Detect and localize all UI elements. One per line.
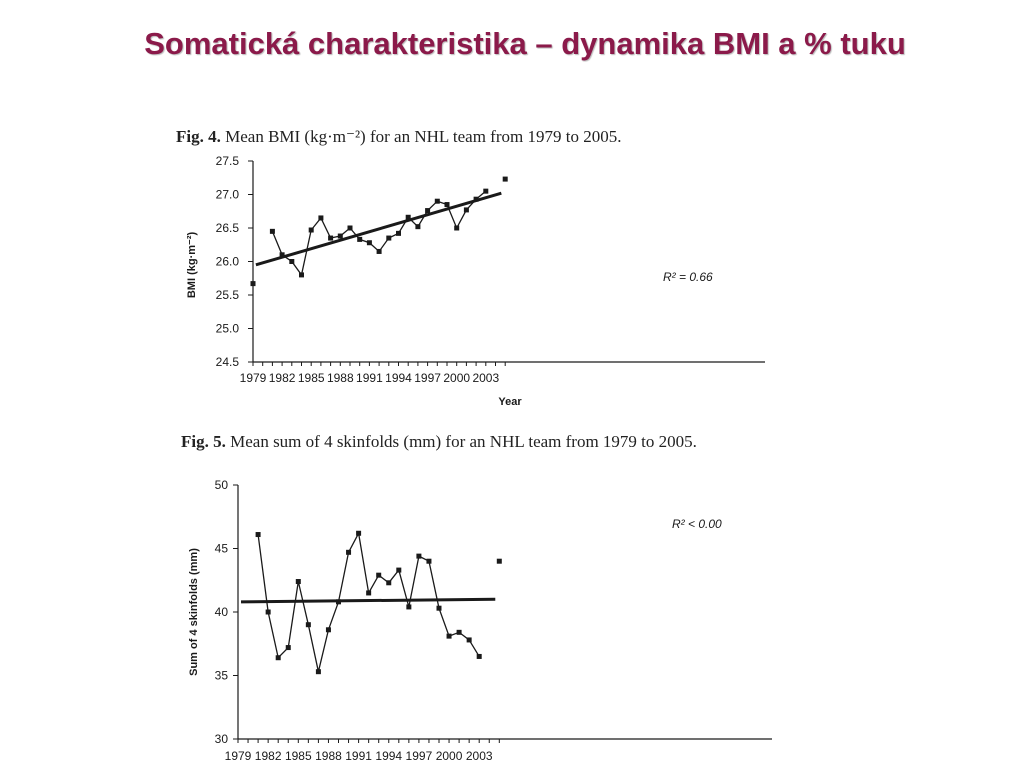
fig5-y-tick-label: 50 [215, 478, 229, 492]
fig4-data-point [434, 198, 440, 204]
fig4-data-point [473, 196, 479, 202]
fig4-x-axis-title: Year [498, 396, 522, 408]
fig4-data-point [269, 228, 275, 234]
fig4-x-tick-label: 2003 [472, 371, 499, 385]
fig4-x-tick-label: 1982 [269, 371, 296, 385]
fig5-x-tick-label: 1985 [285, 749, 312, 763]
fig5-data-point [416, 553, 422, 559]
fig4-data-point [386, 235, 392, 241]
fig4-data-point [318, 215, 324, 221]
fig5-x-tick-label: 1997 [406, 749, 433, 763]
fig5-data-point [406, 604, 412, 610]
slide-title: Somatická charakteristika – dynamika BMI… [144, 26, 906, 61]
fig5-x-tick-label: 1988 [315, 749, 342, 763]
fig4-title: Mean BMI (kg·m⁻²) for an NHL team from 1… [225, 127, 622, 146]
fig5-data-point [446, 633, 452, 639]
fig4-y-tick-label: 24.5 [216, 355, 240, 369]
fig4-data-point [463, 207, 469, 213]
fig4-data-point [347, 225, 353, 231]
fig4-isolated-point [502, 176, 508, 182]
fig5-data-point [336, 599, 341, 605]
fig5-y-tick-label: 30 [215, 732, 229, 746]
fig4-y-tick-label: 26.0 [216, 255, 240, 269]
fig5-y-tick-label: 40 [215, 605, 229, 619]
fig5-data-point [356, 530, 362, 536]
fig4-data-point [328, 235, 334, 241]
bmi-chart: BMI (kg·m⁻²) Year R² = 0.66 24.5 25.0 25.5… [186, 154, 765, 408]
fig4-y-tick-label: 27.0 [216, 188, 240, 202]
fig5-label: Fig. 5. [181, 432, 226, 451]
fig5-data-point [265, 609, 271, 615]
fig4-y-tick-label: 26.5 [216, 221, 240, 235]
fig5-isolated-point [496, 558, 502, 564]
fig5-x-tick-label: 2003 [466, 749, 493, 763]
fig4-label: Fig. 4. [176, 127, 221, 146]
fig5-data-point [285, 645, 291, 651]
fig4-data-point [454, 225, 460, 231]
fig5-x-tick-label: 1991 [345, 749, 372, 763]
fig5-data-point [426, 558, 432, 564]
fig4-data-point [289, 259, 295, 264]
fig5-data-point [305, 622, 311, 628]
fig4-data-point [483, 188, 489, 194]
fig4-x-tick-label: 1997 [414, 371, 441, 385]
fig5-data-point [346, 549, 352, 555]
fig4-data-point [405, 214, 411, 220]
fig5-data-point [456, 629, 462, 635]
fig5-title: Mean sum of 4 skinfolds (mm) for an NHL … [230, 432, 697, 451]
fig4-data-point [396, 230, 401, 236]
fig4-data-point [299, 272, 304, 278]
fig4-y-tick-label: 27.5 [216, 154, 240, 168]
fig4-x-tick-label: 2000 [443, 371, 470, 385]
fig5-data-point [315, 669, 321, 675]
fig5-y-axis-title: Sum of 4 skinfolds (mm) [188, 548, 200, 676]
fig5-data-point [396, 567, 402, 573]
fig4-x-tick-label: 1988 [327, 371, 354, 385]
fig5-r2-annotation: R² < 0.00 [672, 517, 722, 531]
fig4-x-tick-label: 1979 [240, 371, 267, 385]
fig5-data-point [275, 655, 281, 661]
fig5-data-point [255, 532, 261, 538]
fig5-caption: Fig. 5. Mean sum of 4 skinfolds (mm) for… [181, 431, 781, 453]
fig5-data-point [295, 579, 301, 585]
fig5-x-tick-label: 2000 [436, 749, 463, 763]
fig5-y-tick-label: 45 [215, 542, 229, 556]
fig4-data-point [308, 227, 314, 233]
fig4-data-point [376, 248, 382, 254]
fig4-data-point [425, 208, 431, 214]
fig5-x-tick-label: 1982 [255, 749, 282, 763]
fig5-data-point [386, 580, 392, 586]
fig4-y-tick-label: 25.0 [216, 322, 240, 336]
fig4-x-tick-label: 1985 [298, 371, 325, 385]
fig4-x-tick-label: 1994 [385, 371, 412, 385]
fig5-trend-line [241, 597, 496, 604]
fig5-data-point [476, 653, 482, 659]
fig4-data-point [444, 202, 450, 208]
fig4-data-point [415, 224, 421, 230]
fig5-data-point [436, 605, 442, 611]
fig4-y-tick-label: 25.5 [216, 288, 240, 302]
fig4-data-point [279, 252, 285, 258]
fig4-r2-annotation: R² = 0.66 [663, 270, 713, 284]
fig4-caption: Fig. 4. Mean BMI (kg·m⁻²) for an NHL tea… [176, 126, 776, 148]
fig5-x-tick-label: 1994 [375, 749, 402, 763]
fig5-data-point [376, 572, 382, 578]
skinfold-chart: Sum of 4 skinfolds (mm) R² < 0.00 30 35 40… [188, 478, 772, 763]
fig4-trend-line [255, 191, 502, 267]
fig4-isolated-point [250, 281, 256, 287]
fig4-y-axis-title: BMI (kg·m⁻²) [186, 232, 198, 299]
fig5-data-point [466, 637, 472, 643]
fig4-data-point [366, 240, 372, 246]
fig5-y-tick-label: 35 [215, 669, 229, 683]
fig4-data-point [337, 233, 343, 239]
fig4-series-line [271, 190, 487, 277]
fig4-x-tick-label: 1991 [356, 371, 383, 385]
fig5-data-point [366, 590, 372, 596]
fig4-data-point [357, 236, 363, 242]
fig5-data-point [325, 627, 331, 633]
fig5-x-tick-label: 1979 [225, 749, 252, 763]
